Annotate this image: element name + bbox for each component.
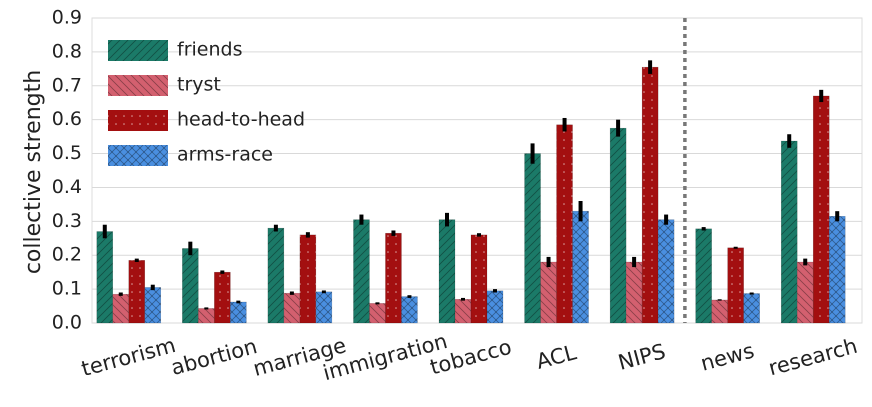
bar (641, 66, 659, 324)
legend-label: friends (177, 39, 242, 61)
bar (182, 248, 199, 324)
x-tick-label: abortion (169, 334, 260, 380)
bar (144, 287, 162, 324)
bar (470, 234, 488, 324)
bar (812, 95, 830, 324)
bar (385, 232, 402, 324)
y-tick-label: 0.0 (52, 312, 82, 334)
x-tick-label: terrorism (79, 333, 178, 381)
bar (524, 153, 541, 324)
bar (695, 228, 712, 324)
legend-label: arms-race (177, 144, 273, 166)
legend-swatch (108, 110, 168, 131)
y-tick-label: 0.5 (52, 142, 82, 164)
bar (727, 247, 744, 324)
bar (556, 124, 573, 324)
bar (625, 261, 643, 324)
bar (112, 293, 130, 324)
bar (540, 261, 557, 324)
bar (315, 291, 333, 324)
y-tick-label: 0.1 (52, 278, 82, 300)
bar (283, 292, 301, 324)
bar (780, 140, 798, 324)
legend-swatch (108, 40, 168, 61)
bar (796, 261, 814, 324)
bar (353, 219, 370, 324)
bar (454, 299, 472, 324)
bar (711, 299, 728, 324)
bar (486, 290, 504, 324)
bar (96, 231, 114, 324)
legend-label: head-to-head (177, 109, 305, 131)
x-tick-label: research (766, 334, 860, 381)
bar (369, 303, 386, 324)
y-tick-label: 0.7 (52, 74, 82, 96)
bar (609, 127, 627, 324)
x-tick-label: ACL (534, 340, 579, 374)
bar (214, 271, 231, 324)
bar (438, 219, 456, 324)
y-tick-label: 0.2 (52, 244, 82, 266)
bar (230, 301, 247, 324)
bar (198, 308, 215, 324)
bar (299, 234, 317, 324)
y-tick-label: 0.3 (52, 210, 82, 232)
y-tick-label: 0.9 (52, 7, 82, 29)
y-tick-label: 0.8 (52, 40, 82, 62)
legend-swatch (108, 75, 168, 96)
y-tick-label: 0.4 (52, 176, 82, 198)
bar (828, 216, 846, 324)
y-tick-label: 0.6 (52, 108, 82, 130)
bar (401, 296, 418, 324)
bar (743, 293, 760, 324)
legend-swatch (108, 145, 168, 166)
bar (657, 219, 675, 324)
x-tick-label: news (698, 338, 757, 375)
legend-label: tryst (177, 74, 221, 96)
bar (572, 210, 589, 324)
bar (128, 260, 146, 324)
y-axis-label: collective strength (21, 70, 46, 274)
x-tick-label: NIPS (616, 339, 668, 375)
bar (267, 227, 285, 324)
